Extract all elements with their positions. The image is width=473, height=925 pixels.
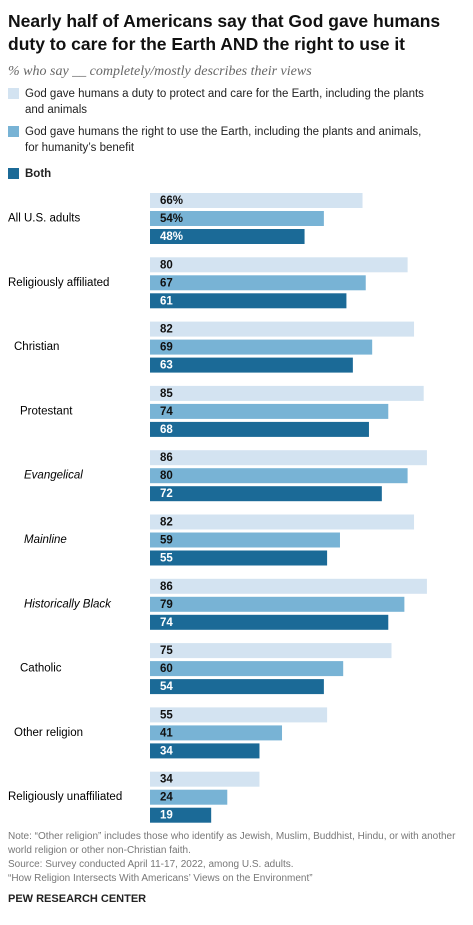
bar (150, 550, 328, 566)
bar (150, 578, 427, 594)
value-label: 66% (160, 195, 183, 207)
bar (150, 679, 324, 695)
bar (150, 807, 212, 823)
legend-swatch (8, 168, 19, 179)
value-label: 48% (160, 231, 183, 243)
report: “How Religion Intersects With Americans’… (8, 873, 313, 884)
value-label: 68 (160, 424, 173, 436)
category-label: Mainline (24, 534, 67, 546)
value-label: 34 (160, 774, 173, 786)
bar (150, 661, 344, 677)
bar (150, 257, 408, 273)
category-label: Catholic (20, 663, 62, 675)
value-label: 24 (160, 792, 173, 804)
value-label: 86 (160, 452, 173, 464)
value-label: 63 (160, 360, 173, 372)
bar (150, 321, 415, 337)
value-label: 69 (160, 342, 173, 354)
category-label: Other religion (14, 727, 83, 739)
value-label: 74 (160, 617, 173, 629)
value-label: 54% (160, 213, 183, 225)
legend-item: Both (8, 166, 435, 182)
value-label: 55 (160, 553, 173, 565)
legend-item: God gave humans the right to use the Ear… (8, 124, 435, 156)
value-label: 55 (160, 709, 173, 721)
bar (150, 532, 340, 548)
value-label: 79 (160, 599, 173, 611)
bar (150, 339, 373, 355)
value-label: 19 (160, 810, 173, 822)
category-label: All U.S. adults (8, 213, 80, 225)
bar (150, 725, 283, 741)
value-label: 59 (160, 535, 173, 547)
chart-title: Nearly half of Americans say that God ga… (8, 11, 441, 54)
bar (150, 486, 382, 502)
category-label: Christian (14, 341, 59, 353)
value-label: 67 (160, 277, 173, 289)
value-label: 41 (160, 727, 173, 739)
bar (150, 403, 389, 419)
bar (150, 643, 392, 659)
bar (150, 514, 415, 530)
bar (150, 707, 328, 723)
bar (150, 385, 424, 401)
bar (150, 229, 305, 244)
value-label: 86 (160, 581, 173, 593)
bar (150, 421, 369, 437)
value-label: 54 (160, 681, 173, 693)
bar (150, 789, 228, 805)
value-label: 80 (160, 259, 173, 271)
legend-item: God gave humans a duty to protect and ca… (8, 86, 435, 118)
bar (150, 468, 408, 484)
bar (150, 211, 324, 226)
value-label: 72 (160, 488, 173, 500)
value-label: 82 (160, 324, 173, 336)
value-label: 34 (160, 745, 173, 757)
category-label: Protestant (20, 405, 73, 417)
value-label: 82 (160, 517, 173, 529)
subtitle: % who say __ completely/mostly describes… (8, 64, 312, 79)
note: Note: “Other religion” includes those wh… (8, 831, 456, 856)
legend-swatch (8, 126, 19, 137)
footer: PEW RESEARCH CENTER (8, 893, 147, 905)
value-label: 80 (160, 470, 173, 482)
value-label: 75 (160, 645, 173, 657)
legend-label: God gave humans the right to use the Ear… (25, 126, 422, 154)
source: Source: Survey conducted April 11-17, 20… (8, 859, 294, 870)
category-label: Religiously affiliated (8, 277, 109, 289)
legend-swatch (8, 88, 19, 99)
value-label: 74 (160, 406, 173, 418)
category-label: Religiously unaffiliated (8, 791, 122, 803)
bar (150, 357, 353, 373)
value-label: 60 (160, 663, 173, 675)
chart: All U.S. adults 66% 54% 48% Religiously affi… (8, 193, 427, 823)
bar (150, 450, 427, 466)
category-label: Evangelical (24, 470, 83, 482)
value-label: 61 (160, 295, 173, 307)
value-label: 85 (160, 388, 173, 400)
bar (150, 771, 260, 787)
legend-label: Both (25, 168, 52, 180)
bar (150, 596, 405, 612)
bar (150, 293, 347, 309)
bar (150, 193, 363, 208)
bar (150, 275, 366, 291)
bar (150, 614, 389, 630)
category-label: Historically Black (24, 598, 112, 610)
legend-label: God gave humans a duty to protect and ca… (25, 88, 424, 116)
bar (150, 743, 260, 759)
